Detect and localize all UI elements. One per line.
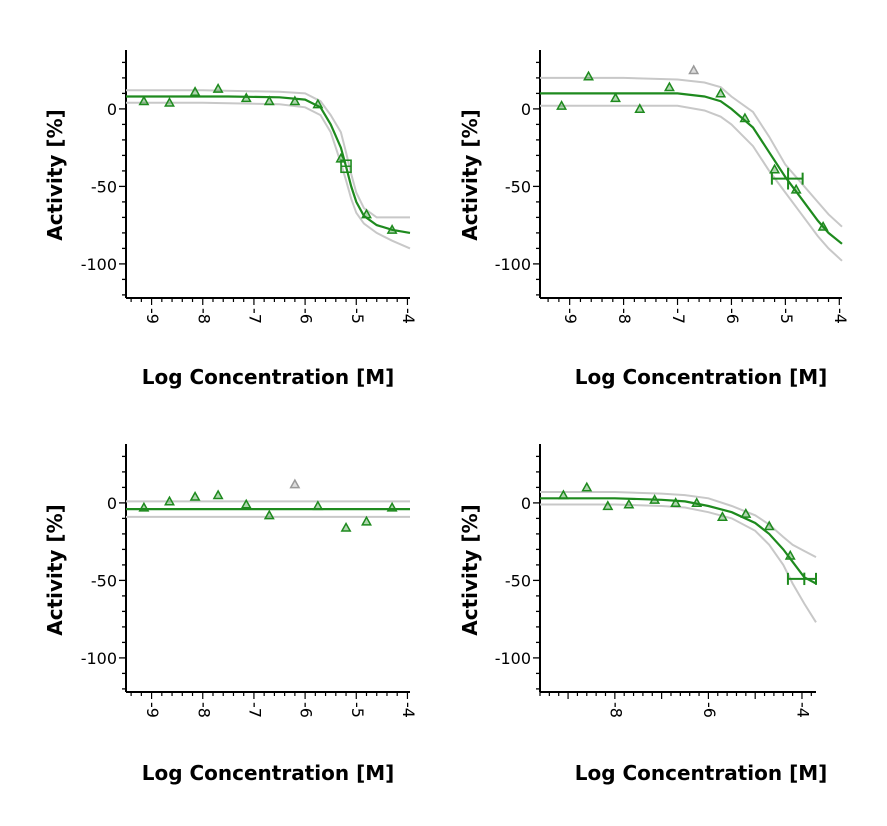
data-point bbox=[386, 501, 398, 512]
chart-panel-4: 0 -50 -100 -8 -6 -4 Activity [%] Log Concentrat… bbox=[458, 444, 827, 785]
y-tick-label: -100 bbox=[495, 255, 531, 274]
data-point bbox=[138, 501, 150, 512]
confidence-band-line bbox=[540, 491, 817, 558]
data-point bbox=[663, 81, 675, 92]
data-point bbox=[556, 100, 568, 110]
y-tick-label: -100 bbox=[81, 255, 117, 274]
data-point bbox=[312, 500, 324, 511]
data-point bbox=[670, 497, 682, 508]
y-tick-label: 0 bbox=[521, 100, 531, 119]
chart-panel-2: 0 -50 -100 -9 -8 -7 -6 -5 -4 Activity [%] Log Conc… bbox=[458, 50, 850, 389]
x-tick-label: -4 bbox=[793, 702, 812, 718]
excluded-data-point bbox=[688, 64, 700, 75]
data-point bbox=[583, 70, 595, 81]
y-axis-label: Activity [%] bbox=[458, 504, 482, 636]
data-point bbox=[164, 495, 175, 506]
x-tick-label: -6 bbox=[297, 308, 316, 324]
data-point bbox=[138, 95, 150, 106]
y-axis-label: Activity [%] bbox=[43, 109, 67, 241]
data-point bbox=[557, 489, 569, 500]
y-tick-label: 0 bbox=[107, 494, 117, 513]
x-tick-label: -8 bbox=[615, 308, 634, 324]
data-point bbox=[240, 498, 252, 509]
x-axis-label: Log Concentration [M] bbox=[142, 365, 395, 389]
data-point bbox=[740, 508, 752, 518]
data-point bbox=[164, 96, 175, 107]
data-point bbox=[715, 87, 727, 98]
y-tick-label: -50 bbox=[91, 571, 117, 590]
y-axis-label: Activity [%] bbox=[458, 109, 482, 241]
fit-curve bbox=[540, 497, 817, 585]
data-point bbox=[340, 521, 352, 532]
x-tick-label: -7 bbox=[245, 308, 264, 324]
data-point bbox=[634, 103, 646, 114]
data-point bbox=[790, 183, 802, 194]
fit-curve bbox=[540, 92, 843, 245]
x-tick-label: -5 bbox=[348, 702, 367, 718]
x-tick-label: -7 bbox=[245, 702, 264, 718]
data-point bbox=[212, 489, 224, 500]
x-axis-label: Log Concentration [M] bbox=[575, 365, 828, 389]
data-point bbox=[312, 98, 324, 109]
confidence-band-line bbox=[126, 101, 411, 250]
x-tick-label: -9 bbox=[143, 702, 162, 718]
data-point bbox=[212, 83, 224, 93]
x-tick-label: -4 bbox=[399, 308, 418, 324]
confidence-band-line bbox=[540, 503, 817, 623]
data-point bbox=[189, 86, 201, 96]
data-point bbox=[581, 481, 593, 492]
confidence-band-line bbox=[126, 89, 410, 219]
y-tick-label: -50 bbox=[505, 177, 531, 196]
confidence-band-line bbox=[540, 104, 843, 262]
data-point bbox=[623, 498, 635, 509]
data-point bbox=[263, 95, 275, 106]
x-axis-label: Log Concentration [M] bbox=[142, 761, 395, 785]
data-point bbox=[610, 92, 621, 103]
data-point bbox=[691, 497, 703, 508]
x-tick-label: -5 bbox=[777, 308, 796, 324]
x-tick-label: -6 bbox=[723, 308, 742, 324]
x-tick-label: -6 bbox=[700, 702, 719, 718]
data-point bbox=[817, 220, 829, 231]
data-point bbox=[289, 95, 301, 106]
data-point bbox=[361, 515, 372, 526]
data-point bbox=[602, 500, 614, 511]
x-tick-label: -7 bbox=[669, 308, 688, 324]
x-tick-label: -5 bbox=[348, 308, 367, 324]
chart-panel-3: 0 -50 -100 -9 -8 -7 -6 -5 -4 Activity [%] Log Conc… bbox=[43, 444, 418, 785]
y-tick-label: -50 bbox=[91, 177, 117, 196]
x-tick-label: -8 bbox=[194, 308, 213, 324]
data-point bbox=[769, 163, 781, 174]
data-point bbox=[739, 112, 751, 123]
chart-panel-1: 0 -50 -100 -9 -8 -7 -6 -5 -4 Activity [%] Log Conc… bbox=[43, 50, 418, 389]
y-tick-label: -100 bbox=[495, 649, 531, 668]
data-point bbox=[716, 511, 728, 521]
y-tick-label: 0 bbox=[521, 494, 531, 513]
y-axis-label: Activity [%] bbox=[43, 504, 67, 636]
data-point bbox=[763, 520, 775, 531]
y-tick-label: -50 bbox=[505, 571, 531, 590]
x-tick-label: -8 bbox=[606, 702, 625, 718]
x-tick-label: -9 bbox=[561, 308, 580, 324]
confidence-band-line bbox=[540, 76, 843, 228]
excluded-data-point bbox=[289, 478, 301, 489]
x-tick-label: -6 bbox=[297, 702, 316, 718]
data-point bbox=[189, 490, 201, 501]
y-tick-label: 0 bbox=[107, 100, 117, 119]
data-point bbox=[240, 92, 252, 103]
data-point bbox=[361, 208, 372, 219]
data-point bbox=[784, 549, 796, 560]
data-point bbox=[649, 494, 661, 504]
data-point bbox=[263, 509, 275, 520]
y-tick-label: -100 bbox=[81, 649, 117, 668]
x-tick-label: -4 bbox=[831, 308, 850, 324]
x-tick-label: -8 bbox=[194, 702, 213, 718]
x-tick-label: -9 bbox=[143, 308, 162, 324]
x-tick-label: -4 bbox=[399, 702, 418, 718]
x-axis-label: Log Concentration [M] bbox=[575, 761, 828, 785]
data-point bbox=[386, 224, 398, 234]
